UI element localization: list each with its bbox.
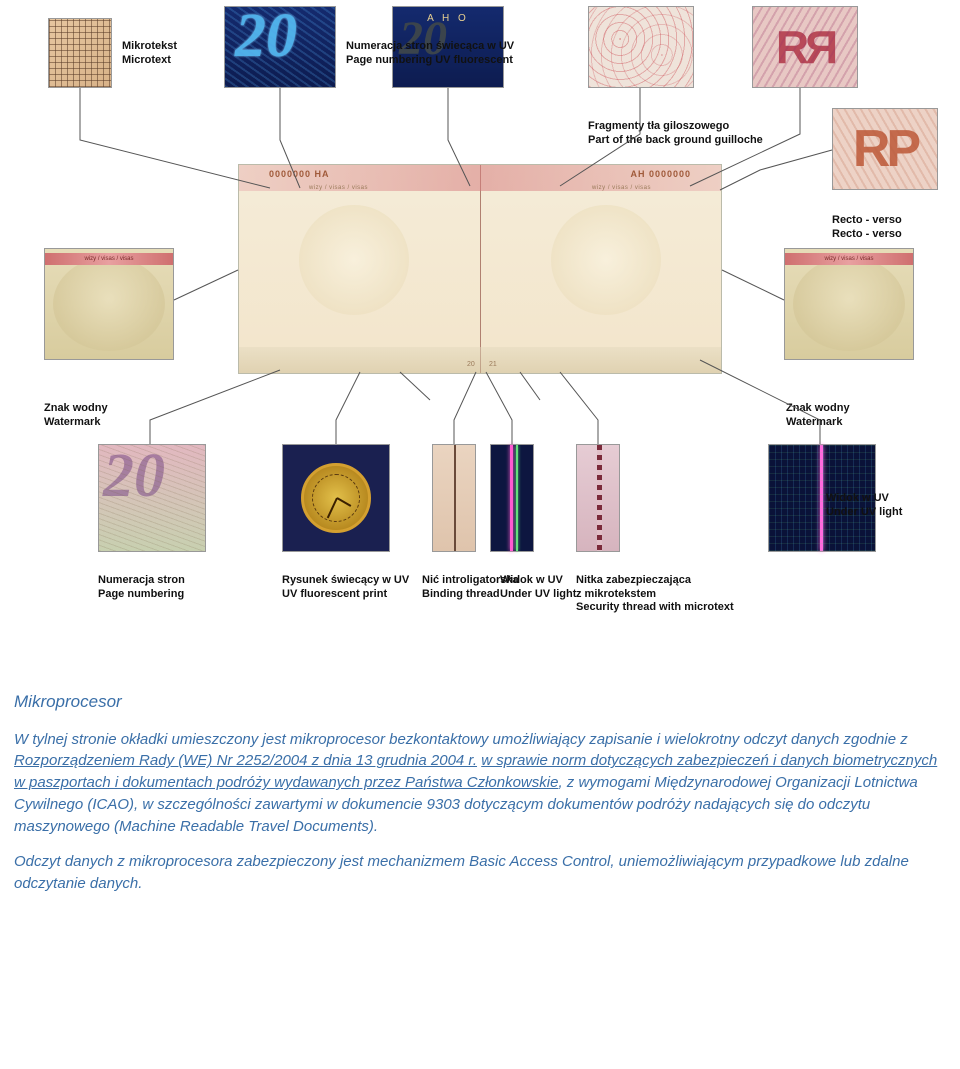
serial-right: AH 0000000 [630,169,691,179]
wizy-right: wizy / visas / visas [592,185,651,191]
security-features-diagram: 20 A H O 20 RЯ RP MikrotekstMicrotext Nu… [0,0,960,680]
passport-spread: 0000000 HA AH 0000000 wizy / visas / vis… [238,164,722,374]
tile-watermark-right: wizy / visas / visas [784,248,914,360]
paragraph-1: W tylnej stronie okładki umieszczony jes… [14,729,946,838]
uv-glow-line [820,445,823,551]
label-microtext: MikrotekstMicrotext [122,26,177,67]
paragraph-2: Odczyt danych z mikroprocesora zabezpiec… [14,851,946,895]
wizy-strip-right: wizy / visas / visas [785,253,913,265]
tile-rp-verso: RP [832,108,938,190]
tile-microtext [48,18,112,88]
tile-pagenum: 20 [98,444,206,552]
label-uv-light-right: Widok w UVUnder UV light [826,478,902,519]
sec-thread-line [597,445,602,551]
spread-watermark-right [551,205,661,315]
spread-pagenum-left: 20 [467,361,475,368]
label-uv-view: Widok w UVUnder UV light [500,560,580,601]
heading-mikroprocesor: Mikroprocesor [14,690,946,715]
wizy-left: wizy / visas / visas [309,185,368,191]
spread-pagenum-right: 21 [489,361,497,368]
binding-line [454,445,456,551]
label-watermark-left: Znak wodnyWatermark [44,388,108,429]
spread-bottom-band [239,347,721,373]
p1-prefix: W tylnej stronie okładki umieszczony jes… [14,731,908,748]
tile-uv-print-clock [282,444,390,552]
label-uv-pagenum: Numeracja stron świecąca w UVPage number… [346,26,514,67]
link-regulation-2252-2004[interactable]: Rozporządzeniem Rady (WE) Nr 2252/2004 z… [14,752,477,769]
wizy-strip-left: wizy / visas / visas [45,253,173,265]
label-uv-print: Rysunek świecący w UVUV fluorescent prin… [282,560,409,601]
tile-watermark-left: wizy / visas / visas [44,248,174,360]
tile-binding-thread [432,444,476,552]
uv-number-20: 20 [235,1,297,72]
label-guilloche: Fragmenty tła giloszowegoPart of the bac… [588,106,763,147]
clock-face [301,463,371,533]
article-body: Mikroprocesor W tylnej stronie okładki u… [0,680,960,939]
uv-line-2 [516,445,518,551]
label-pagenum: Numeracja stronPage numbering [98,560,185,601]
serial-left: 0000000 HA [269,169,330,179]
tile-uv-view [490,444,534,552]
page-number-20: 20 [103,441,165,512]
tile-security-thread [576,444,620,552]
label-sec-thread: Nitka zabezpieczająca z mikrotekstemSecu… [576,560,734,615]
clock-hand-2 [337,497,352,507]
label-recto-verso: Recto - versoRecto - verso [832,200,902,241]
tile-guilloche [588,6,694,88]
label-watermark-right: Znak wodnyWatermark [786,388,850,429]
rp-letters-1: RЯ [753,7,857,87]
tile-uv-page-20: 20 [224,6,336,88]
rp-letters-2: RP [833,109,937,189]
clock-hand-1 [327,498,338,519]
uv-line-1 [510,445,513,551]
spread-watermark-left [299,205,409,315]
tile-rp-recto: RЯ [752,6,858,88]
